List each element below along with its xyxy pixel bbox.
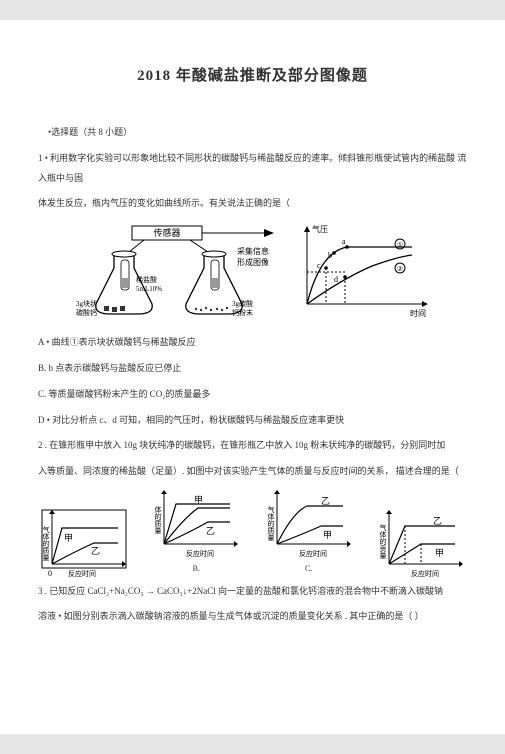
q2-chart-b-svg: 甲 乙 体的质量 反应时间	[150, 488, 242, 558]
svg-text:乙: 乙	[91, 546, 100, 556]
svg-text:气体的贡量: 气体的贡量	[379, 523, 387, 559]
svg-text:体的质量: 体的质量	[154, 505, 162, 534]
q1-options: A • 曲线①表示块状碳酸钙与稀盐酸反应 B. b 点表示碳酸钙与盐酸反应已停止…	[38, 333, 467, 430]
q2-chart-c-svg: 乙 甲 气体的质量 反应时间	[263, 488, 355, 558]
hcl-label1: 稀盐酸	[136, 275, 157, 284]
q2-letter-b: B.	[193, 560, 200, 578]
svg-text:乙: 乙	[321, 496, 330, 506]
flask2-label2: 钙粉末	[232, 308, 253, 317]
q2-chart-a-svg: 甲 乙 气体的质量 反应时间 0	[38, 508, 130, 578]
hcl-label2: 5mL10%	[136, 285, 162, 293]
graph-ylabel: 气压	[312, 224, 328, 234]
point-b: b	[328, 251, 332, 260]
q2-chart-a: 甲 乙 气体的质量 反应时间 0	[38, 508, 130, 578]
q2-stem-line2: 入等质量、同浓度的稀盐酸（足量）. 如图中对该实验产生气体的质量与反应时间的关系…	[38, 462, 467, 482]
arrow-label2: 形成图像	[237, 257, 269, 267]
q1-opt-d: D • 对比分析点 c、d 可知，相同的气压时，粉状碳酸钙与稀盐酸反应速率更快	[38, 411, 467, 431]
point-d: d	[334, 275, 338, 284]
graph-xlabel: 时间	[410, 308, 426, 318]
svg-text:甲: 甲	[323, 530, 332, 540]
q2-chart-d: 乙 甲 气体的贡量 反应时间	[375, 508, 467, 578]
svg-text:甲: 甲	[64, 533, 73, 543]
svg-text:反应时间: 反应时间	[68, 569, 96, 578]
svg-text:乙: 乙	[206, 526, 215, 536]
flask1-label2: 碳酸钙	[76, 308, 97, 317]
curve2-label: ②	[396, 265, 402, 273]
flask1-label1: 3g块状	[76, 299, 97, 308]
svg-text:反应时间: 反应时间	[186, 549, 214, 558]
q3-stem-line1: 3 . 已知反应 CaCl₂+Na₂CO₃ → CaCO₃↓+2NaCl 向一定…	[38, 582, 467, 602]
q2-chart-c: 乙 甲 气体的质量 反应时间 C.	[263, 488, 355, 578]
q1-opt-a: A • 曲线①表示块状碳酸钙与稀盐酸反应	[38, 333, 467, 353]
sensor-label: 传感器	[153, 227, 180, 238]
q2-letter-c: C.	[305, 560, 312, 578]
svg-text:甲: 甲	[435, 548, 444, 558]
svg-text:0: 0	[48, 569, 52, 578]
svg-text:乙: 乙	[433, 516, 442, 526]
section-header: •选择题（共 8 小题）	[48, 123, 467, 143]
q2-chart-b: 甲 乙 体的质量 反应时间 B.	[150, 488, 242, 578]
curve1-label: ①	[396, 241, 402, 249]
q2-chart-d-svg: 乙 甲 气体的贡量 反应时间	[375, 508, 467, 578]
point-a: a	[342, 237, 346, 246]
q3-stem-line2: 溶液 • 如图分别表示滴入碳酸钠溶液的质量与生成气体或沉淀的质量变化关系 . 其…	[38, 607, 467, 627]
q2-charts: 甲 乙 气体的质量 反应时间 0 甲 乙 体的质量	[38, 488, 467, 578]
svg-text:气体的质量: 气体的质量	[42, 525, 50, 561]
q1-figure: 传感器 3g块状 碳酸钙 稀盐酸 5mL10%	[38, 224, 467, 319]
flask2-label1: 3g碳酸	[232, 299, 253, 308]
apparatus-svg: 传感器 3g块状 碳酸钙 稀盐酸 5mL10%	[74, 224, 284, 319]
arrow-label1: 采集信息	[237, 246, 269, 256]
page: 2018 年酸碱盐推断及部分图像题 •选择题（共 8 小题） 1 • 利用数字化…	[0, 20, 505, 734]
pressure-graph-svg: 气压 时间 a b c d ① ②	[292, 224, 432, 319]
q1-opt-b: B. b 点表示碳酸钙与盐酸反应已停止	[38, 359, 467, 379]
q1-opt-c: C. 等质量碳酸钙粉末产生的 CO₂的质量最多	[38, 385, 467, 405]
q2-stem-line1: 2 . 在锥形瓶甲中放入 10g 块状纯净的碳酸钙，在锥形瓶乙中放入 10g 粉…	[38, 436, 467, 456]
svg-text:反应时间: 反应时间	[299, 549, 327, 558]
svg-text:气体的质量: 气体的质量	[267, 505, 275, 541]
page-title: 2018 年酸碱盐推断及部分图像题	[38, 60, 467, 93]
q1-stem-line1: 1 • 利用数字化实验可以形象地比较不同形状的碳酸钙与稀盐酸反应的速率。倾斜锥形…	[38, 149, 467, 189]
svg-text:甲: 甲	[194, 495, 203, 505]
q1-stem-line2: 体发生反应，瓶内气压的变化如曲线所示。有关说法正确的是（	[38, 194, 467, 214]
svg-text:反应时间: 反应时间	[411, 569, 439, 578]
point-c: c	[317, 261, 321, 270]
